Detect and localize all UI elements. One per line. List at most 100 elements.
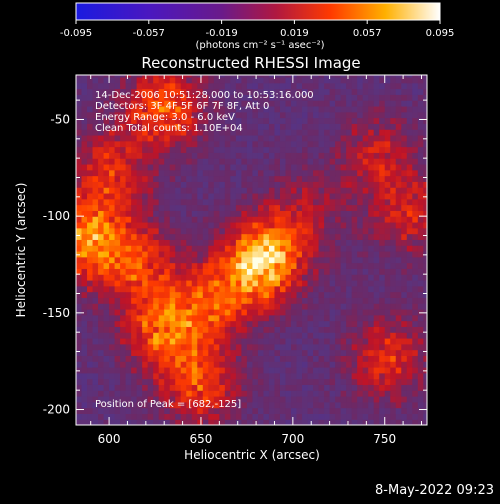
heatmap-cell <box>158 401 165 409</box>
heatmap-cell <box>395 326 402 333</box>
heatmap-cell <box>175 233 182 240</box>
heatmap-cell <box>257 123 265 130</box>
heatmap-cell <box>406 111 413 119</box>
heatmap-cell <box>224 169 231 177</box>
heatmap-cell <box>213 88 220 95</box>
heatmap-cell <box>263 343 270 351</box>
heatmap-cell <box>268 291 276 298</box>
heatmap-cell <box>357 407 364 414</box>
heatmap-cell <box>136 129 143 136</box>
heatmap-cell <box>268 82 276 90</box>
heatmap-cell <box>87 216 94 223</box>
heatmap-cell <box>131 419 138 425</box>
heatmap-cell <box>158 239 165 246</box>
heatmap-cell <box>302 158 309 165</box>
heatmap-cell <box>191 187 198 194</box>
heatmap-cell <box>136 187 143 194</box>
heatmap-cell <box>164 326 171 333</box>
heatmap-cell <box>351 361 358 368</box>
heatmap-cell <box>120 291 127 298</box>
heatmap-cell <box>186 291 193 298</box>
heatmap-cell <box>384 349 391 356</box>
heatmap-cell <box>197 221 204 229</box>
heatmap-cell <box>357 134 364 142</box>
heatmap-cell <box>373 227 380 235</box>
heatmap-cell <box>318 285 325 293</box>
heatmap-cell <box>406 332 413 339</box>
heatmap-cell <box>175 88 182 95</box>
heatmap-cell <box>98 100 105 107</box>
heatmap-cell <box>114 75 121 78</box>
heatmap-cell <box>191 88 198 95</box>
heatmap-cell <box>92 297 99 304</box>
heatmap-cell <box>351 117 358 124</box>
heatmap-cell <box>368 245 375 252</box>
heatmap-cell <box>191 361 198 368</box>
heatmap-cell <box>241 146 248 153</box>
heatmap-cell <box>296 285 303 293</box>
heatmap-cell <box>153 268 160 275</box>
heatmap-cell <box>92 320 99 327</box>
heatmap-cell <box>285 291 292 298</box>
heatmap-cell <box>169 390 176 397</box>
heatmap-cell <box>142 274 149 281</box>
heatmap-cell <box>114 332 121 339</box>
heatmap-cell <box>296 75 303 78</box>
heatmap-cell <box>384 233 391 240</box>
heatmap-cell <box>406 88 413 95</box>
heatmap-cell <box>368 105 375 113</box>
heatmap-cell <box>390 94 397 101</box>
heatmap-cell <box>318 314 325 322</box>
heatmap-cell <box>384 204 391 211</box>
heatmap-cell <box>329 401 336 409</box>
heatmap-cell <box>340 401 347 409</box>
heatmap-cell <box>213 378 220 385</box>
heatmap-cell <box>202 82 209 90</box>
heatmap-cell <box>87 187 94 194</box>
heatmap-cell <box>279 100 287 107</box>
colorbar-tick-label: -0.095 <box>60 28 92 39</box>
heatmap-cell <box>329 187 336 194</box>
heatmap-cell <box>307 181 314 188</box>
heatmap-cell <box>142 163 149 171</box>
heatmap-cell <box>208 163 215 171</box>
heatmap-cell <box>76 407 83 414</box>
heatmap-cell <box>136 297 143 304</box>
heatmap-cell <box>120 361 127 368</box>
heatmap-cell <box>412 378 419 385</box>
heatmap-cell <box>329 88 336 95</box>
heatmap-cell <box>213 140 220 148</box>
heatmap-cell <box>175 75 182 78</box>
heatmap-cell <box>313 372 320 380</box>
heatmap-cell <box>296 337 303 345</box>
heatmap-cell <box>125 297 132 304</box>
heatmap-cell <box>395 158 402 165</box>
heatmap-cell <box>285 384 292 391</box>
heatmap-cell <box>219 134 226 142</box>
heatmap-cell <box>169 337 176 345</box>
heatmap-cell <box>395 372 402 380</box>
heatmap-cell <box>114 384 121 391</box>
heatmap-cell <box>158 303 165 310</box>
heatmap-cell <box>329 245 336 252</box>
heatmap-cell <box>136 413 143 420</box>
heatmap-cell <box>274 343 281 351</box>
heatmap-cell <box>379 361 386 368</box>
heatmap-cell <box>224 239 231 246</box>
heatmap-cell <box>357 245 364 252</box>
heatmap-cell <box>164 413 171 420</box>
heatmap-cell <box>76 349 83 356</box>
heatmap-cell <box>186 129 193 136</box>
heatmap-cell <box>114 123 121 130</box>
heatmap-cell <box>307 82 314 90</box>
heatmap-cell <box>285 314 292 322</box>
heatmap-cell <box>302 413 309 420</box>
heatmap-cell <box>87 274 94 281</box>
heatmap-cell <box>158 169 165 177</box>
heatmap-cell <box>246 169 254 177</box>
heatmap-cell <box>274 239 281 246</box>
heatmap-cell <box>76 210 83 217</box>
heatmap-cell <box>164 76 171 84</box>
heatmap-cell <box>175 390 182 397</box>
heatmap-cell <box>335 75 342 78</box>
